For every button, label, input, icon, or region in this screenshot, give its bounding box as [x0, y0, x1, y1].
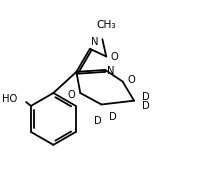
Text: D: D [142, 92, 149, 102]
Text: O: O [68, 90, 76, 100]
Text: CH₃: CH₃ [96, 20, 116, 30]
Text: N: N [91, 37, 98, 47]
Text: D: D [142, 101, 149, 111]
Text: HO: HO [2, 94, 17, 104]
Text: O: O [110, 52, 118, 63]
Text: D: D [109, 112, 117, 122]
Text: D: D [94, 116, 101, 126]
Text: O: O [127, 75, 135, 85]
Text: N: N [107, 66, 115, 76]
